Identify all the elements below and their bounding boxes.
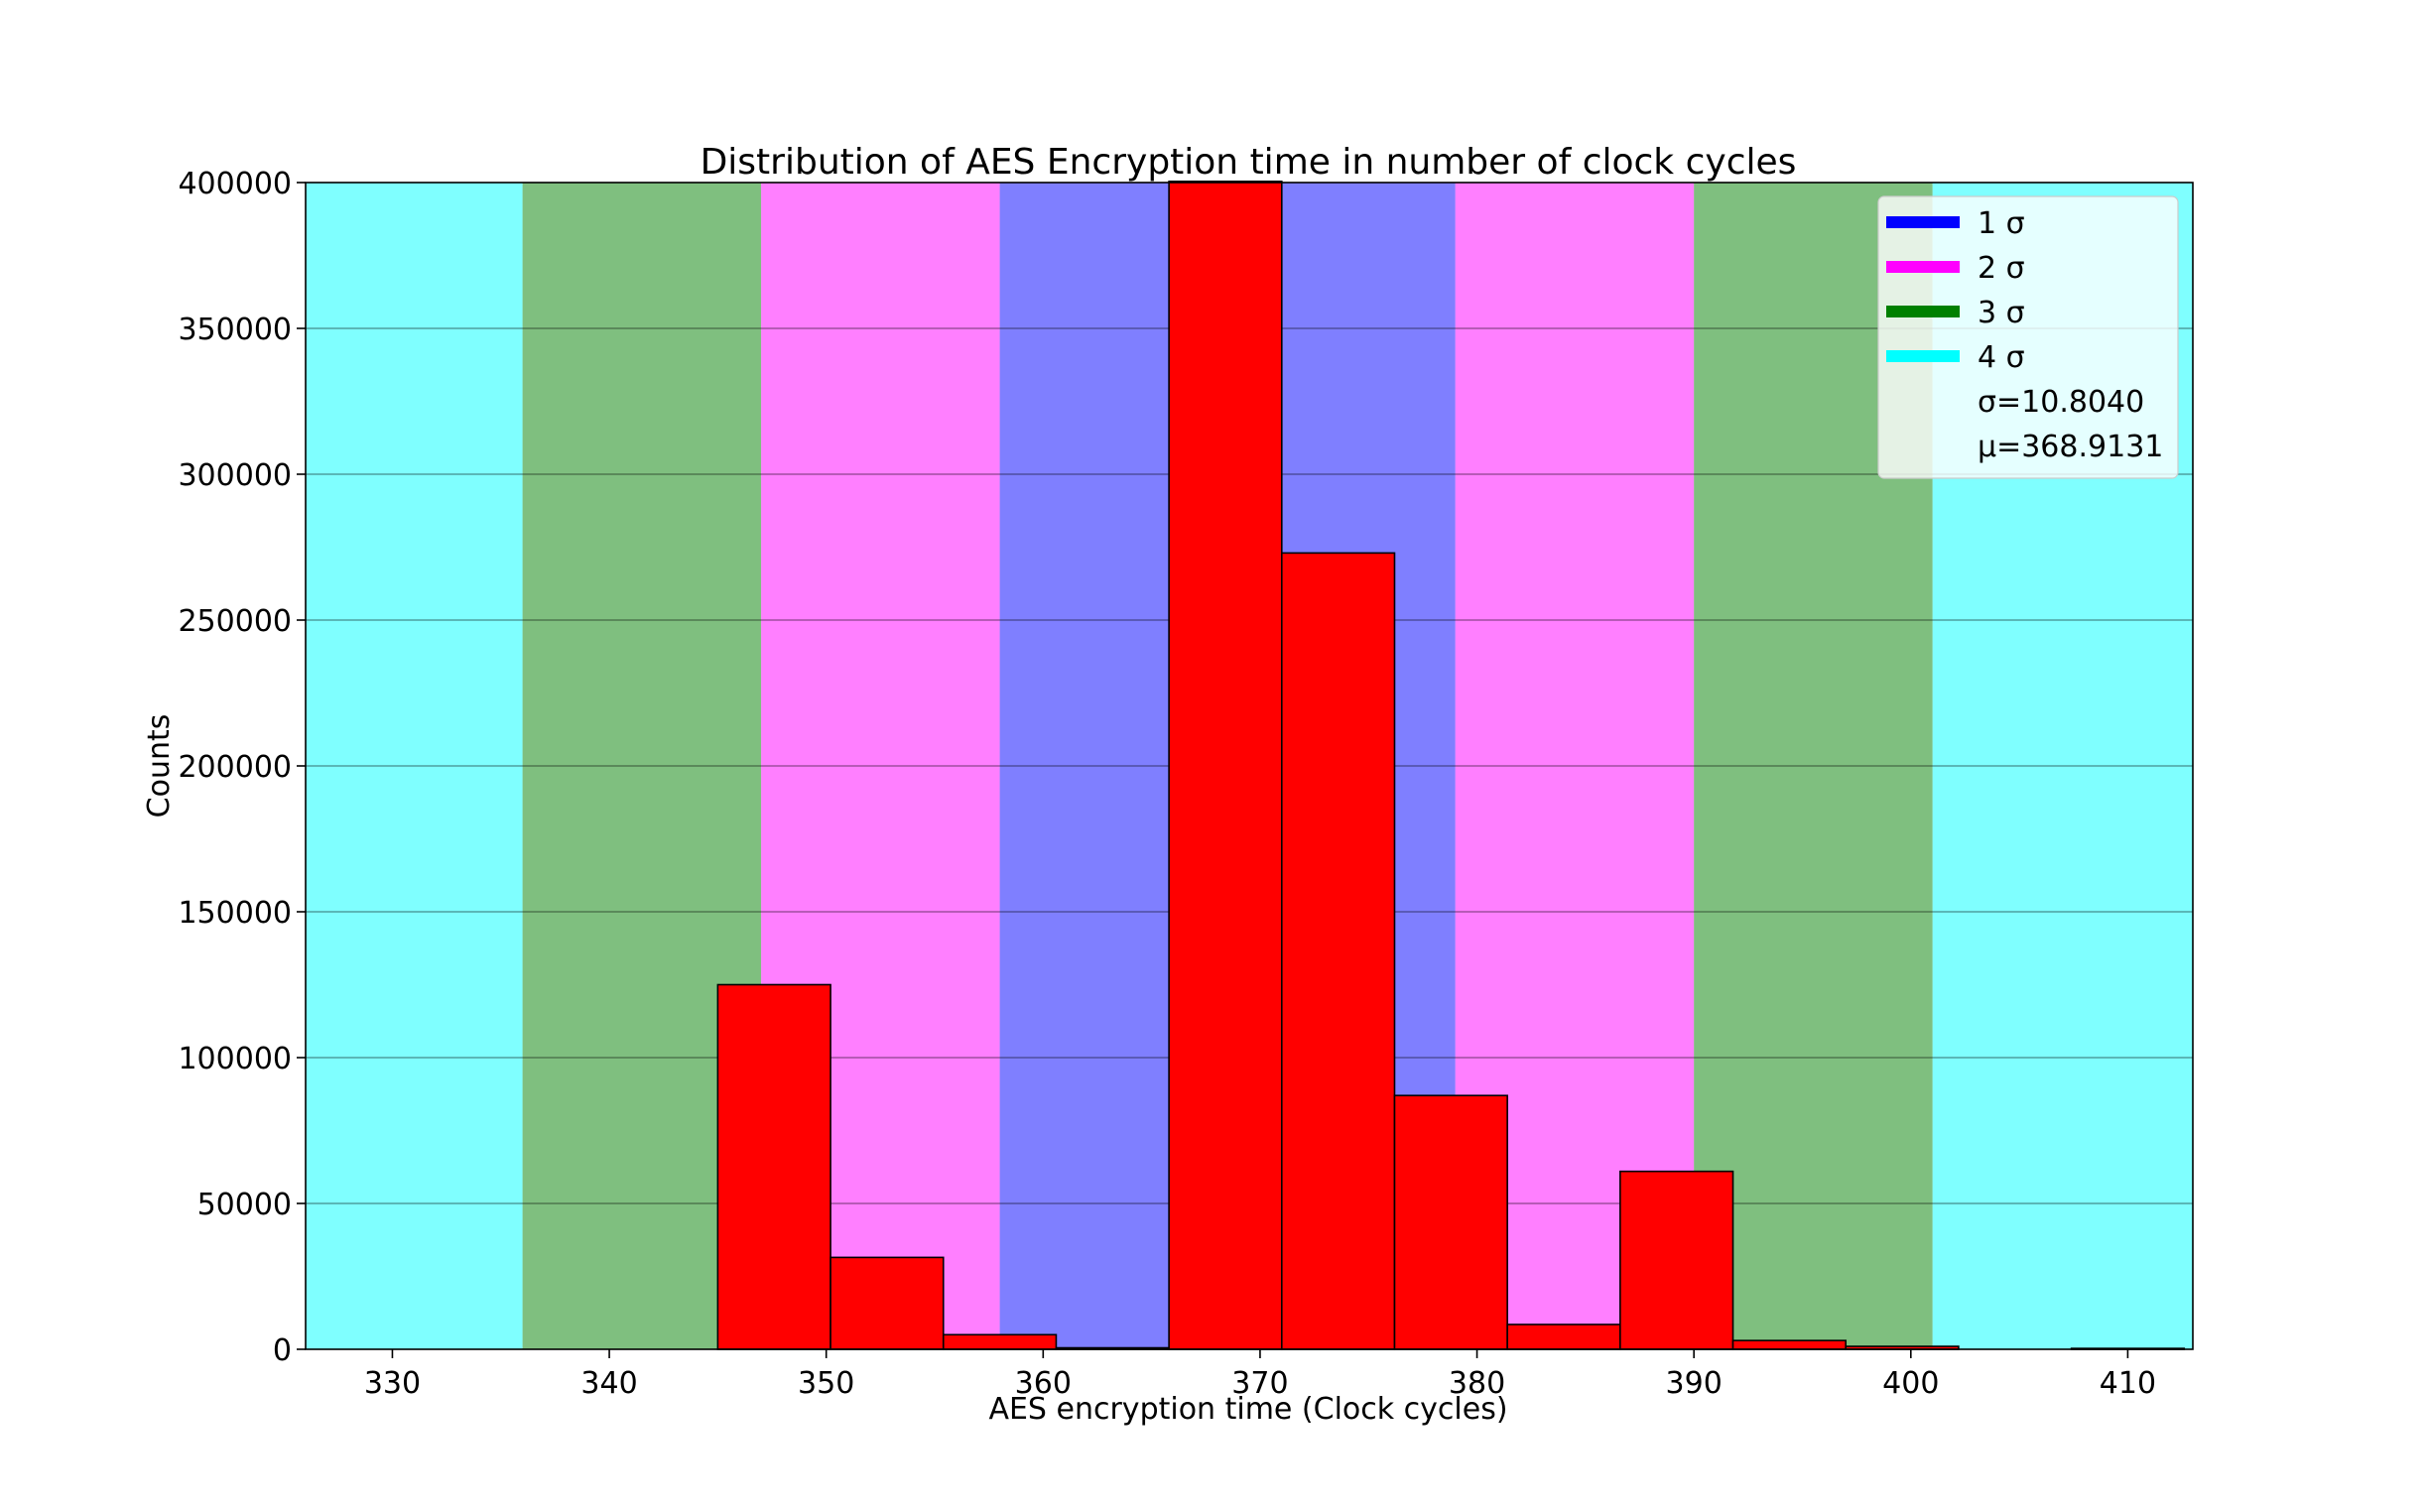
y-tick-label-6: 300000 [178,458,292,493]
legend-label-5: μ=368.9131 [1978,430,2163,464]
y-tick-label-5: 250000 [178,604,292,639]
legend-label-0: 1 σ [1978,206,2025,241]
histogram-bar-5 [1280,552,1396,1350]
y-axis-ticks: 0 50000 100000 150000 200000 250000 300000 3500… [178,167,306,1368]
x-tick-label-4: 370 [1231,1366,1288,1401]
legend-label-2: 3 σ [1978,296,2025,330]
y-tick-label-3: 150000 [178,896,292,931]
histogram-bar-1 [830,1256,945,1350]
x-tick-label-0: 330 [364,1366,421,1401]
histogram-bar-7 [1506,1323,1621,1350]
y-tick-label-0: 0 [273,1333,292,1368]
x-tick-label-8: 410 [2100,1366,2156,1401]
y-axis-label: Counts [142,714,177,819]
x-tick-label-1: 340 [580,1366,637,1401]
histogram-bar-9 [1731,1339,1848,1350]
y-tick-label-7: 350000 [178,313,292,347]
chart-title: Distribution of AES Encryption time in n… [701,142,1797,183]
x-tick-label-6: 390 [1666,1366,1723,1401]
x-tick-label-7: 400 [1882,1366,1939,1401]
legend: 1 σ 2 σ 3 σ 4 σ σ=10.8040 μ=368.9131 [1877,195,2179,479]
sigma-band-0 [306,183,523,1349]
y-tick-label-2: 100000 [178,1042,292,1076]
histogram-bar-8 [1619,1170,1734,1350]
histogram-bars [716,181,2186,1350]
legend-label-1: 2 σ [1978,251,2025,286]
y-tick-label-8: 400000 [178,167,292,201]
y-tick-label-4: 200000 [178,750,292,785]
x-axis-ticks: 330 340 350 360 370 380 390 400 410 [364,1349,2156,1401]
histogram-bar-0 [716,983,831,1350]
histogram-bar-2 [942,1333,1058,1350]
histogram-bar-4 [1168,181,1283,1350]
y-tick-label-1: 50000 [197,1188,292,1222]
x-axis-label: AES encryption time (Clock cycles) [988,1392,1507,1427]
x-tick-label-3: 360 [1015,1366,1072,1401]
legend-label-3: 4 σ [1978,340,2025,375]
x-tick-label-2: 350 [798,1366,854,1401]
histogram-bar-6 [1393,1094,1508,1350]
legend-label-4: σ=10.8040 [1978,385,2144,420]
x-tick-label-5: 380 [1449,1366,1505,1401]
